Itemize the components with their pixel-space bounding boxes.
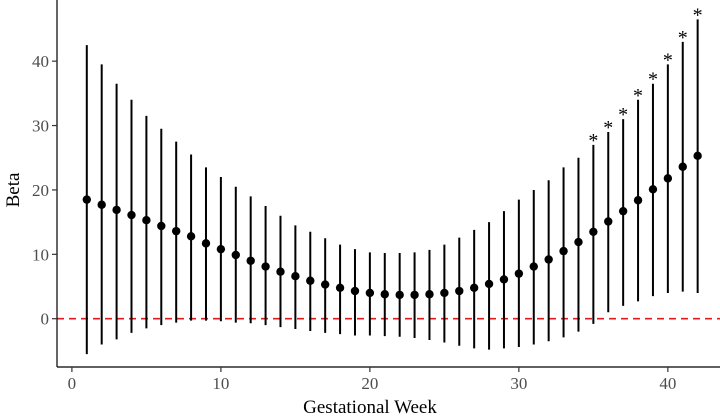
y-axis-title: Beta xyxy=(3,172,24,207)
x-tick-label: 30 xyxy=(510,374,527,393)
data-point xyxy=(618,206,628,216)
x-tick-label: 20 xyxy=(361,374,378,393)
data-point xyxy=(186,232,196,241)
data-point xyxy=(693,151,702,161)
data-point xyxy=(380,290,389,299)
axes xyxy=(56,0,720,368)
significance-star: * xyxy=(693,4,703,26)
data-point xyxy=(171,226,181,236)
significance-star: * xyxy=(603,117,613,139)
data-point xyxy=(633,196,643,205)
data-point xyxy=(529,262,538,271)
data-point xyxy=(127,210,136,220)
data-point xyxy=(410,290,419,300)
data-point xyxy=(320,280,330,289)
data-point xyxy=(395,290,404,300)
y-tick-label: 20 xyxy=(32,181,49,200)
data-point xyxy=(589,227,598,236)
significance-star: * xyxy=(663,49,673,71)
data-point xyxy=(216,244,226,254)
data-point xyxy=(97,200,106,209)
data-point xyxy=(604,217,613,226)
data-point xyxy=(291,272,300,281)
data-point xyxy=(246,256,255,265)
y-tick-label: 30 xyxy=(32,117,49,136)
data-point xyxy=(335,283,345,293)
y-tick-label: 40 xyxy=(32,52,49,71)
x-tick-label: 10 xyxy=(212,374,229,393)
data-point xyxy=(365,288,375,298)
error-bar-layer xyxy=(85,19,699,355)
x-tick-label: 40 xyxy=(659,374,676,393)
data-point xyxy=(544,255,553,264)
data-point xyxy=(559,246,568,256)
data-point xyxy=(648,185,658,194)
significance-star: * xyxy=(633,85,643,107)
data-point xyxy=(514,269,524,278)
data-point xyxy=(663,174,673,183)
data-point xyxy=(455,286,464,296)
significance-marker-layer: ******** xyxy=(588,4,702,152)
x-ticks: 0 10 20 30 40 xyxy=(68,367,676,393)
data-point xyxy=(440,288,449,298)
data-point xyxy=(425,290,434,299)
data-point xyxy=(157,221,166,231)
y-tick-label: 10 xyxy=(32,245,49,264)
point-layer xyxy=(82,151,702,300)
y-tick-label: 0 xyxy=(41,310,50,329)
significance-star: * xyxy=(648,69,658,91)
data-point xyxy=(499,275,509,284)
data-point xyxy=(142,216,151,225)
significance-star: * xyxy=(618,104,628,126)
data-point xyxy=(678,162,687,171)
data-point xyxy=(201,239,211,248)
data-point xyxy=(469,283,479,293)
x-tick-label: 0 xyxy=(68,374,77,393)
data-point xyxy=(484,279,494,289)
data-point xyxy=(306,276,315,285)
data-point xyxy=(231,250,240,260)
data-point xyxy=(574,237,583,247)
significance-star: * xyxy=(588,130,598,152)
x-axis-title: Gestational Week xyxy=(303,397,437,418)
data-point xyxy=(261,262,270,271)
data-point xyxy=(82,195,91,204)
y-ticks: 0 10 20 30 40 xyxy=(32,52,57,329)
significance-star: * xyxy=(678,27,688,49)
data-point xyxy=(112,205,121,215)
data-point xyxy=(276,267,285,276)
data-point xyxy=(350,286,360,296)
